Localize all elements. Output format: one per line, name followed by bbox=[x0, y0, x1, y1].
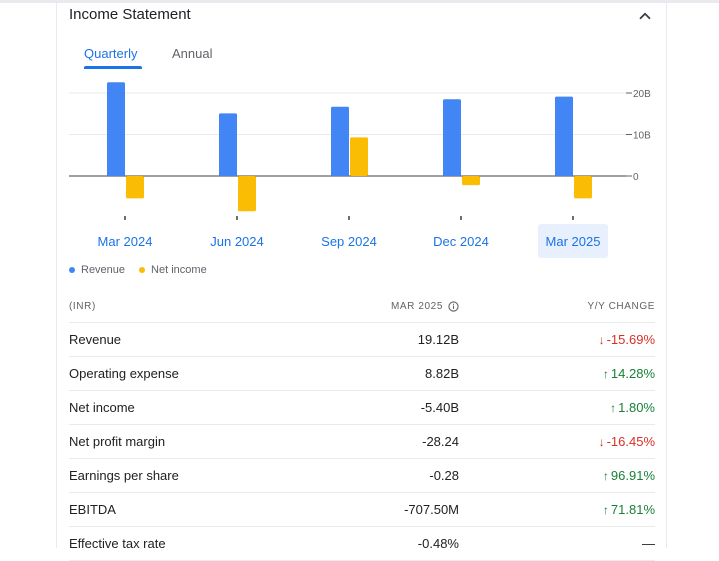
x-tick-label: Mar 2025 bbox=[546, 234, 601, 249]
row-value: -707.50M bbox=[404, 502, 459, 517]
arrow-up-icon: ↑ bbox=[610, 400, 617, 415]
row-change-text: -15.69% bbox=[606, 332, 655, 347]
row-change: ↓ -15.69% bbox=[599, 332, 655, 347]
arrow-up-icon: ↑ bbox=[602, 468, 609, 483]
legend-net-income-dot bbox=[139, 267, 146, 273]
arrow-down-icon: ↓ bbox=[598, 434, 605, 449]
row-change-text: 1.80% bbox=[618, 400, 655, 415]
row-change: ↓ -16.45% bbox=[599, 434, 655, 449]
row-change: ↑ 14.28% bbox=[603, 366, 655, 381]
active-tab-indicator bbox=[84, 66, 142, 69]
revenue-bar bbox=[555, 96, 573, 176]
y-tick-label: 10B bbox=[633, 131, 651, 142]
table-row: Earnings per share -0.28 ↑ 96.91% bbox=[69, 459, 655, 493]
currency-header: (INR) bbox=[69, 301, 96, 312]
x-tick-label: Jun 2024 bbox=[210, 234, 264, 249]
x-tick-label: Sep 2024 bbox=[321, 234, 377, 249]
net-income-bar bbox=[350, 137, 368, 176]
revenue-bar bbox=[107, 82, 125, 176]
y-tick-label: 0 bbox=[633, 172, 639, 183]
row-change-text: -16.45% bbox=[606, 434, 655, 449]
legend-net-income-label: Net income bbox=[151, 264, 207, 276]
table-row: Effective tax rate -0.48% — bbox=[69, 527, 655, 561]
row-change-text: 71.81% bbox=[610, 502, 655, 517]
row-value: -5.40B bbox=[420, 400, 459, 415]
table-header: (INR) MAR 2025 Y/Y CHANGE bbox=[69, 292, 655, 323]
table-row: EBITDA -707.50M ↑ 71.81% bbox=[69, 493, 655, 527]
row-change-text: 96.91% bbox=[610, 468, 655, 483]
net-income-bar bbox=[238, 176, 256, 212]
net-income-bar bbox=[462, 176, 480, 186]
row-label: Operating expense bbox=[69, 366, 179, 381]
net-income-bar bbox=[126, 176, 144, 199]
row-value: -28.24 bbox=[422, 434, 459, 449]
table-row: Revenue 19.12B ↓ -15.69% bbox=[69, 323, 655, 357]
legend-revenue-label: Revenue bbox=[81, 264, 126, 276]
row-label: Net profit margin bbox=[69, 434, 166, 449]
row-change-text: 14.28% bbox=[610, 366, 655, 381]
income-table: (INR) MAR 2025 Y/Y CHANGE Revenue 19.12B ↓… bbox=[69, 292, 655, 561]
arrow-up-icon: ↑ bbox=[602, 366, 609, 381]
change-header: Y/Y CHANGE bbox=[587, 301, 655, 312]
selected-period-highlight bbox=[538, 224, 608, 258]
row-label: Net income bbox=[69, 400, 135, 415]
row-value: -0.28 bbox=[429, 468, 459, 483]
x-tick-label: Dec 2024 bbox=[433, 234, 489, 249]
table-row: Net profit margin -28.24 ↓ -16.45% bbox=[69, 425, 655, 459]
y-tick-label: 20B bbox=[633, 89, 651, 100]
table-row: Operating expense 8.82B ↑ 14.28% bbox=[69, 357, 655, 391]
row-change: ↑ 71.81% bbox=[603, 502, 655, 517]
legend-net-income: Net income bbox=[139, 264, 207, 276]
legend-revenue-dot bbox=[69, 267, 75, 273]
table-row: Net income -5.40B ↑ 1.80% bbox=[69, 391, 655, 425]
card-title: Income Statement bbox=[69, 6, 191, 23]
income-chart: 20B 10B 0 Mar 2024 Jun 2024 Sep 2024 Dec 2024 M… bbox=[69, 82, 651, 258]
revenue-bar bbox=[443, 99, 461, 176]
row-label: Revenue bbox=[69, 332, 122, 347]
top-divider bbox=[0, 0, 719, 3]
x-tick-label: Mar 2024 bbox=[98, 234, 153, 249]
row-change: ↑ 96.91% bbox=[603, 468, 655, 483]
row-label: Effective tax rate bbox=[69, 536, 166, 551]
tab-annual[interactable]: Annual bbox=[172, 46, 213, 61]
info-icon[interactable] bbox=[448, 301, 459, 312]
legend-revenue: Revenue bbox=[69, 264, 125, 276]
tab-quarterly[interactable]: Quarterly bbox=[84, 46, 138, 61]
arrow-down-icon: ↓ bbox=[598, 332, 605, 347]
row-change: — bbox=[642, 536, 655, 551]
row-label: Earnings per share bbox=[69, 468, 179, 483]
period-header-label: MAR 2025 bbox=[390, 301, 443, 312]
right-border bbox=[666, 0, 667, 548]
row-value: 8.82B bbox=[425, 366, 459, 381]
period-header: MAR 2025 bbox=[391, 301, 459, 312]
left-border bbox=[56, 0, 57, 548]
arrow-up-icon: ↑ bbox=[602, 502, 609, 517]
row-label: EBITDA bbox=[69, 502, 116, 517]
row-value: -0.48% bbox=[417, 536, 459, 551]
row-change-text: — bbox=[642, 536, 655, 551]
chart-legend: Revenue Net income bbox=[69, 264, 221, 276]
chevron-up-icon[interactable] bbox=[636, 7, 654, 25]
net-income-bar bbox=[574, 176, 592, 199]
row-value: 19.12B bbox=[417, 332, 459, 347]
revenue-bar bbox=[331, 106, 349, 176]
row-change: ↑ 1.80% bbox=[610, 400, 655, 415]
revenue-bar bbox=[219, 113, 237, 176]
